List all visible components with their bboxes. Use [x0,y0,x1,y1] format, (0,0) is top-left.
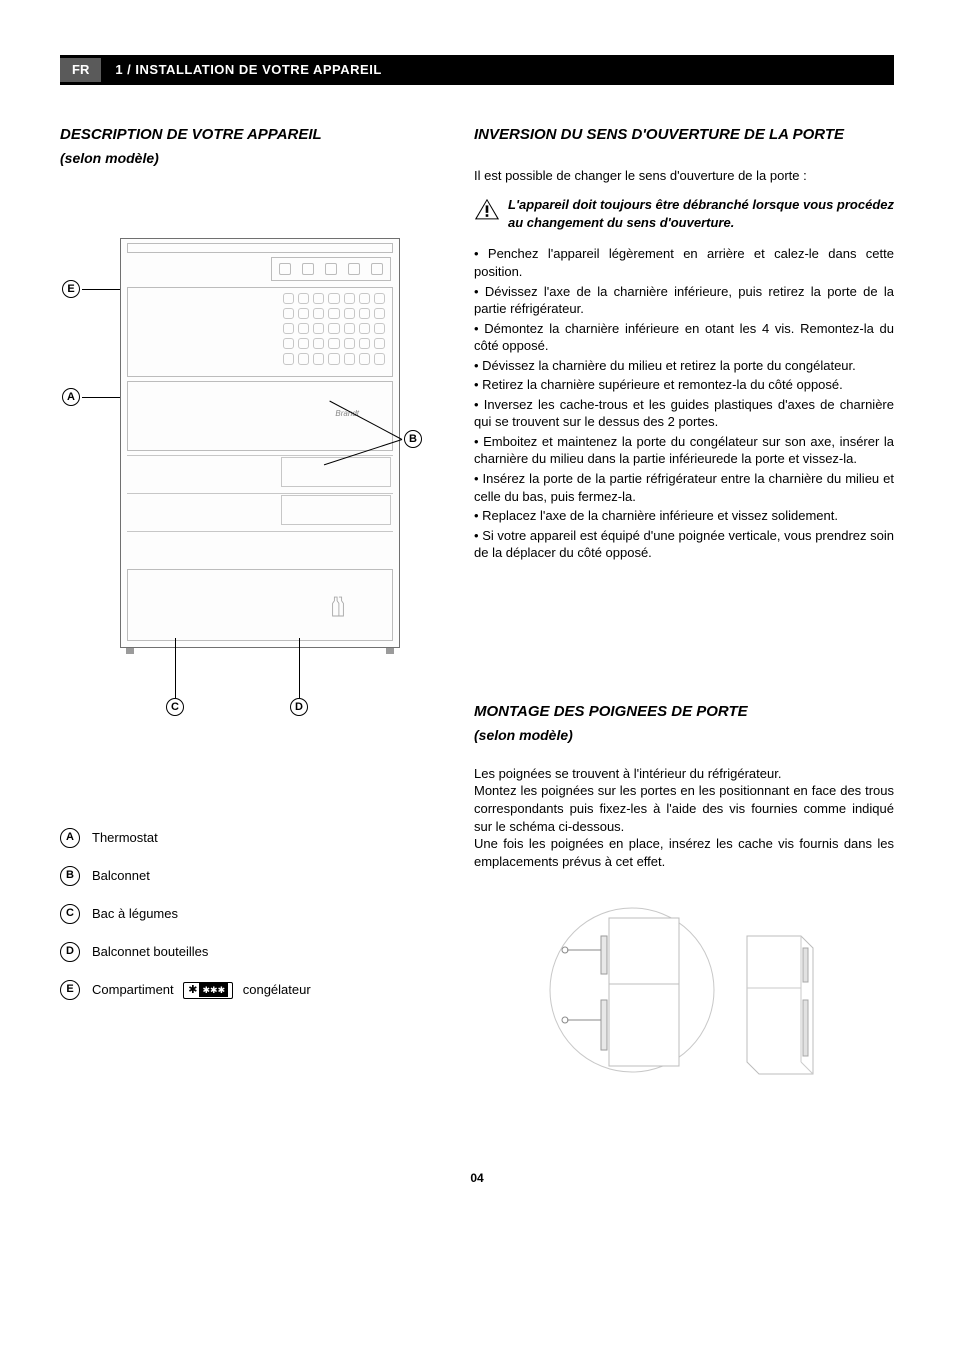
sec2-title: MONTAGE DES POIGNEES DE PORTE [474,702,894,722]
step-item: • Inversez les cache-trous et les guides… [474,396,894,431]
legend-text: Balconnet bouteilles [92,943,208,961]
legend-E-post: congélateur [243,982,311,997]
legend-row-E: E Compartiment ✱✱✱✱ congélateur [60,980,440,1000]
step-item: • Démontez la charnière inférieure en ot… [474,320,894,355]
content-columns: DESCRIPTION DE VOTRE APPAREIL (selon mod… [60,125,894,1081]
header-title: 1 / INSTALLATION DE VOTRE APPAREIL [115,61,381,79]
fridge-side-icon [741,930,821,1080]
sec2-p1: Les poignées se trouvent à l'intérieur d… [474,765,894,783]
callout-B: B [404,430,422,448]
top-strip [127,243,393,253]
warning-icon [474,198,500,220]
page-number: 04 [60,1170,894,1186]
warning-block: L'appareil doit toujours être débranché … [474,196,894,231]
left-column: DESCRIPTION DE VOTRE APPAREIL (selon mod… [60,125,440,1081]
handle-detail-icon [547,900,717,1080]
freezer-star-rating-icon: ✱✱✱✱ [183,982,233,999]
foot-left [126,648,134,654]
control-panel [271,257,391,281]
legend-E-pre: Compartiment [92,982,174,997]
step-item: • Replacez l'axe de la charnière inférie… [474,507,894,525]
sec2-subtitle: (selon modèle) [474,726,894,745]
step-item: • Si votre appareil est équipé d'une poi… [474,527,894,562]
header-bar: FR 1 / INSTALLATION DE VOTRE APPAREIL [60,55,894,85]
header-lang-badge: FR [60,58,101,82]
left-section-title: DESCRIPTION DE VOTRE APPAREIL [60,125,440,145]
bottle-icon [329,595,347,619]
sec1-title: INVERSION DU SENS D'OUVERTURE DE LA PORT… [474,125,894,145]
callout-D: D [290,698,308,716]
left-section-subtitle: (selon modèle) [60,149,440,168]
step-item: • Dévissez la charnière du milieu et ret… [474,357,894,375]
warning-text: L'appareil doit toujours être débranché … [508,196,894,231]
step-item: • Emboitez et maintenez la porte du cong… [474,433,894,468]
crisper-drawer [127,569,393,641]
step-item: • Dévissez l'axe de la charnière inférie… [474,283,894,318]
appliance-diagram: Brandt E A B C [60,238,420,738]
callout-A: A [62,388,80,406]
legend-row-B: B Balconnet [60,866,440,886]
legend-text: Bac à légumes [92,905,178,923]
callout-line [82,397,120,398]
callout-line [299,638,300,698]
sec2-p2: Montez les poignées sur les portes en le… [474,782,894,835]
legend-badge: D [60,942,80,962]
legend-badge: E [60,980,80,1000]
step-item: • Penchez l'appareil légèrement en arriè… [474,245,894,280]
callout-E: E [62,280,80,298]
legend-badge: C [60,904,80,924]
legend-text: Balconnet [92,867,150,885]
ice-tray-grid [279,289,389,369]
appliance-outline: Brandt [120,238,400,648]
shelf-line [127,493,393,494]
callout-C: C [166,698,184,716]
legend-text: Thermostat [92,829,158,847]
foot-right [386,648,394,654]
star-single: ✱ [188,984,197,996]
callout-line [175,638,176,698]
step-item: • Retirez la charnière supérieure et rem… [474,376,894,394]
legend-row-C: C Bac à légumes [60,904,440,924]
step-item: • Insérez la porte de la partie réfrigér… [474,470,894,505]
legend-row-A: A Thermostat [60,828,440,848]
sec1-intro: Il est possible de changer le sens d'ouv… [474,167,894,185]
diagram-legend: A Thermostat B Balconnet C Bac à légumes… [60,828,440,1000]
sec1-steps: • Penchez l'appareil légèrement en arriè… [474,245,894,561]
sec2-p3: Une fois les poignées en place, insérez … [474,835,894,870]
legend-text: Compartiment ✱✱✱✱ congélateur [92,981,311,999]
legend-badge: A [60,828,80,848]
shelf-line [127,531,393,532]
callout-line [82,289,120,290]
legend-badge: B [60,866,80,886]
balconnet-lower [281,495,391,525]
right-column: INVERSION DU SENS D'OUVERTURE DE LA PORT… [474,125,894,1081]
legend-row-D: D Balconnet bouteilles [60,942,440,962]
handle-mounting-figure [474,900,894,1080]
star-triple: ✱✱✱ [199,983,228,997]
